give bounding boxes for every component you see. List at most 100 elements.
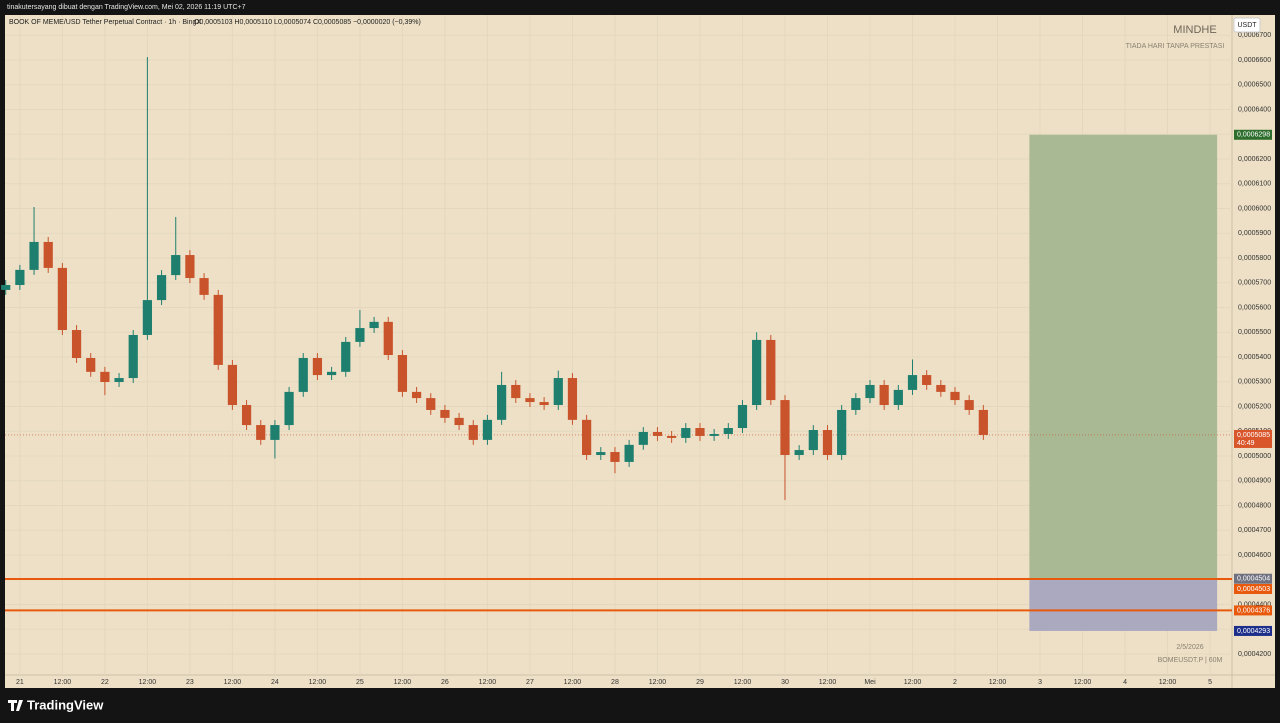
- candle-body: [454, 417, 464, 426]
- y-tick-label: 0,0004700: [1238, 527, 1271, 534]
- candle-body: [695, 428, 705, 436]
- last-price-label-box: [1234, 429, 1272, 448]
- candle-body: [667, 435, 677, 438]
- candle-body: [426, 398, 436, 410]
- candle-body: [950, 391, 960, 401]
- ticker-label: BOMEUSDT.P | 60M: [1158, 657, 1223, 664]
- candle-body: [497, 384, 507, 420]
- candle-body: [185, 255, 195, 279]
- y-tick-label: 0,0006700: [1238, 32, 1271, 39]
- candle-body: [341, 341, 351, 372]
- candle-body: [624, 444, 634, 462]
- target-zone: [1029, 134, 1218, 579]
- x-tick-label: 12:00: [989, 679, 1007, 686]
- ohlc-legend: O0,0005103 H0,0005110 L0,0005074 C0,0005…: [194, 19, 421, 26]
- candle-body: [142, 300, 152, 335]
- candle-body: [808, 430, 818, 451]
- candle-body: [681, 428, 691, 438]
- candle-body: [851, 398, 861, 410]
- currency: USDT: [1237, 22, 1257, 29]
- x-tick-label: 26: [441, 679, 449, 686]
- candle-body: [369, 321, 379, 329]
- brand-logo: TradingView: [8, 697, 104, 712]
- x-tick-label: 24: [271, 679, 279, 686]
- candle-body: [893, 389, 903, 406]
- watermark-sub: TIADA HARI TANPA PRESTASI: [1126, 43, 1225, 50]
- candle-body: [213, 294, 223, 365]
- candle-body: [511, 384, 521, 399]
- brand-name: TradingView: [27, 697, 104, 712]
- x-tick-label: 12:00: [734, 679, 752, 686]
- y-tick-label: 0,0005300: [1238, 379, 1271, 386]
- x-tick-label: 21: [16, 679, 24, 686]
- candle-body: [86, 357, 96, 372]
- candle-body: [780, 400, 790, 455]
- y-tick-label: 0,0005900: [1238, 230, 1271, 237]
- x-tick-label: 23: [186, 679, 194, 686]
- candle-body: [128, 334, 138, 379]
- candle-body: [709, 433, 719, 436]
- candle-body: [100, 371, 110, 382]
- candle-body: [794, 450, 804, 455]
- x-tick-label: 12:00: [1159, 679, 1177, 686]
- candle-body: [468, 425, 478, 440]
- candle-body: [57, 267, 67, 331]
- candle-body: [879, 384, 889, 406]
- candle-body: [936, 384, 946, 392]
- y-tick-label: 0,0006400: [1238, 106, 1271, 113]
- candle-body: [752, 339, 762, 406]
- candle-body: [383, 321, 393, 356]
- y-tick-label: 0,0004800: [1238, 502, 1271, 509]
- top-bar-text: tinakutersayang dibuat dengan TradingVie…: [7, 4, 246, 11]
- brand-icon: [8, 700, 23, 711]
- candle-body: [865, 384, 875, 399]
- y-tick-label: 0,0006000: [1238, 205, 1271, 212]
- y-tick-label: 0,0005800: [1238, 255, 1271, 262]
- candle-body: [596, 452, 606, 455]
- countdown: 40:49: [1237, 440, 1255, 447]
- x-tick-label: 12:00: [1074, 679, 1092, 686]
- y-tick-label: 0,0006500: [1238, 82, 1271, 89]
- y-tick-label: 0,0004600: [1238, 552, 1271, 559]
- x-tick-label: 25: [356, 679, 364, 686]
- y-tick-label: 0,0004900: [1238, 478, 1271, 485]
- candle-body: [256, 425, 266, 440]
- candle-body: [525, 398, 535, 403]
- x-tick-label: 12:00: [54, 679, 72, 686]
- x-tick-label: 3: [1038, 679, 1042, 686]
- x-tick-label: 12:00: [309, 679, 327, 686]
- stop-label-box: [1234, 625, 1272, 636]
- candle-body: [610, 452, 620, 462]
- candle-body: [298, 357, 308, 392]
- y-tick-label: 0,0006100: [1238, 181, 1271, 188]
- candle-body: [312, 357, 323, 376]
- x-tick-label: 12:00: [224, 679, 242, 686]
- y-tick-label: 0,0005700: [1238, 280, 1271, 287]
- candle-body: [978, 409, 988, 435]
- candle-body: [922, 375, 932, 385]
- entry-label-box: [1234, 573, 1272, 584]
- hline-label: 0,0004376: [1237, 607, 1270, 614]
- last-price-label: 0,0005085: [1237, 432, 1270, 439]
- hline-label: 0,0004503: [1237, 586, 1270, 593]
- y-tick-label: 0,0005000: [1238, 453, 1271, 460]
- candle-body: [270, 425, 280, 440]
- stop-zone: [1029, 578, 1218, 631]
- x-tick-label: 12:00: [904, 679, 922, 686]
- candle-body: [397, 355, 408, 392]
- candle-body: [43, 241, 53, 268]
- candle-body: [907, 375, 918, 390]
- candle-body: [15, 269, 25, 285]
- x-tick-label: 5: [1208, 679, 1212, 686]
- candle-body: [156, 275, 167, 301]
- candle-body: [284, 391, 294, 426]
- candle-body: [482, 419, 493, 440]
- candle-body: [837, 409, 847, 455]
- candle-body: [766, 339, 776, 401]
- x-tick-label: 12:00: [394, 679, 412, 686]
- y-tick-label: 0,0006600: [1238, 57, 1271, 64]
- watermark: MINDHE: [1173, 24, 1216, 36]
- candle-body: [539, 402, 549, 406]
- y-tick-label: 0,0004400: [1238, 601, 1271, 608]
- x-tick-label: 30: [781, 679, 789, 686]
